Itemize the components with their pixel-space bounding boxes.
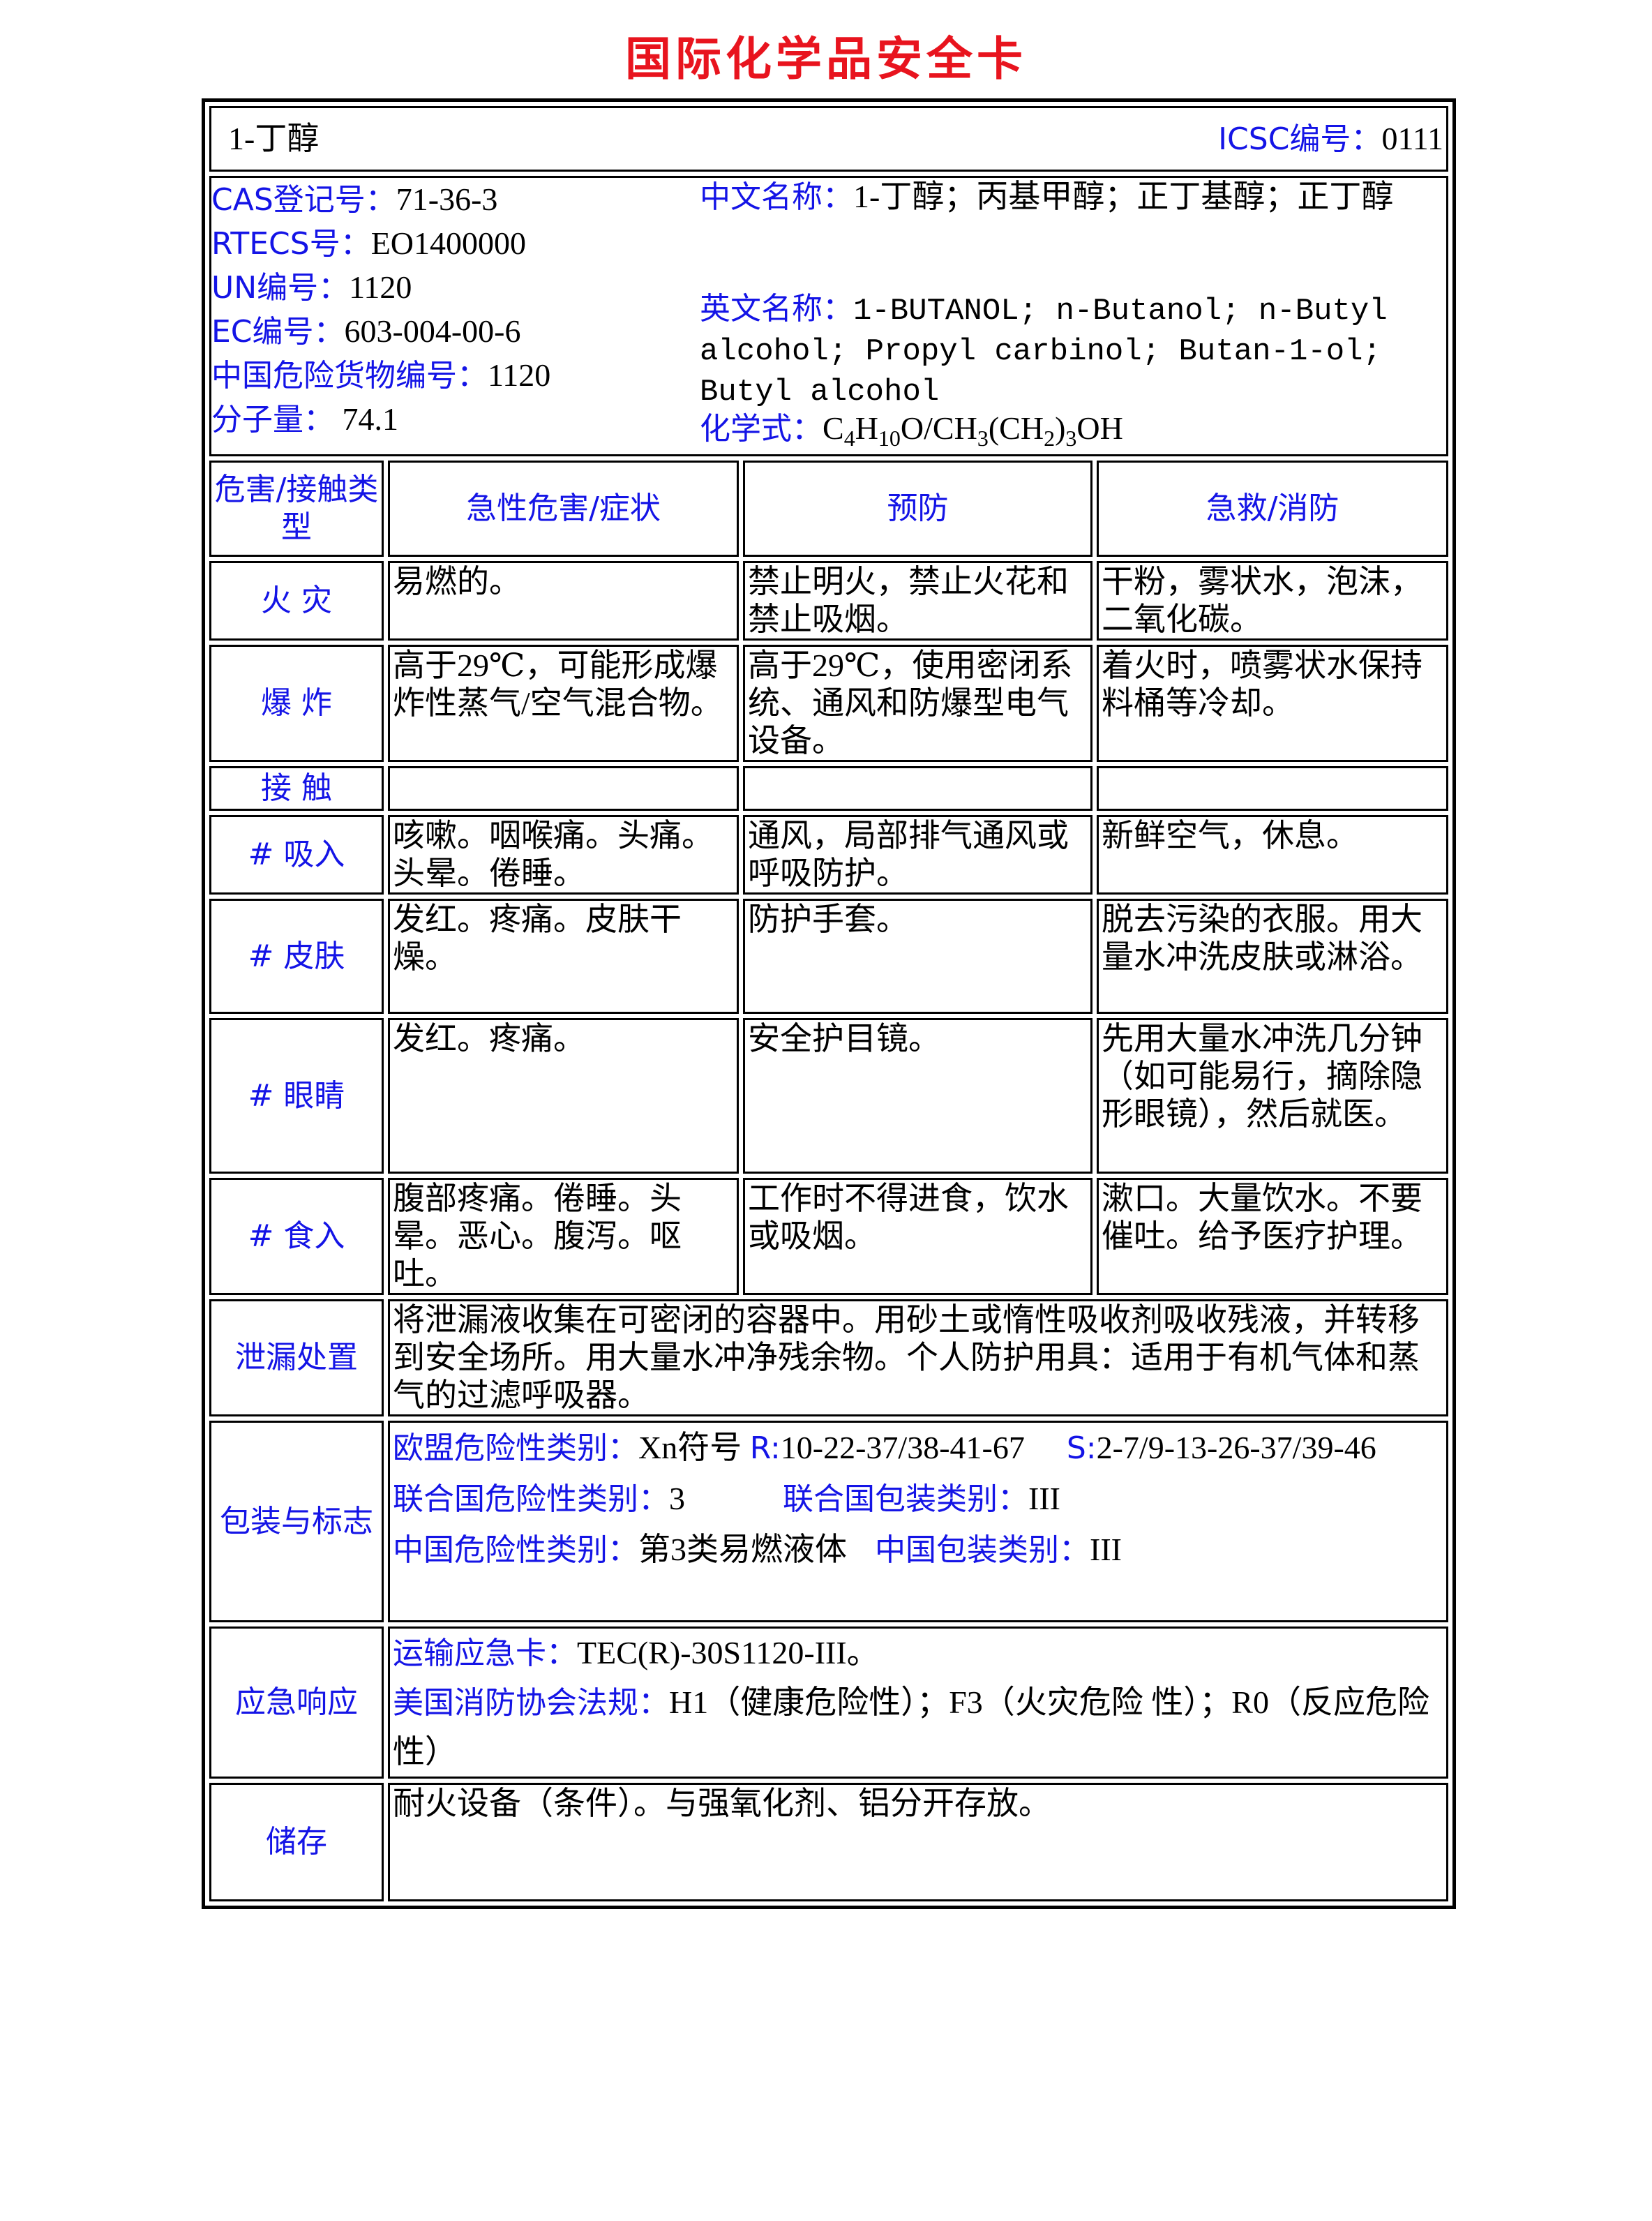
table-row: 火 灾易燃的。 禁止明火，禁止火花和禁止吸烟。 干粉，雾状水，泡沫，二氧化碳。 [209, 561, 1449, 641]
cn-name-label: 中文名称： [700, 179, 853, 215]
row-prevention: 防护手套。 [743, 899, 1092, 1014]
col-header-symptom: 急性危害/症状 [388, 461, 739, 557]
row-symptom: 易燃的。 [388, 561, 739, 641]
row-aid [1097, 766, 1449, 811]
icsc-label: ICSC编号： [1218, 121, 1382, 157]
cn-class: 第3类易燃液体 [638, 1532, 847, 1567]
col-header-type: 危害/接触类型 [209, 461, 384, 557]
row-prevention: 禁止明火，禁止火花和禁止吸烟。 [743, 561, 1092, 641]
table-row: 接 触 [209, 766, 1449, 811]
info-row: CAS登记号：71-36-3 RTECS号：EO1400000 UN编号：112… [209, 176, 1449, 456]
transport-card: TEC(R)-30S1120-III。 [577, 1635, 879, 1670]
identifiers: CAS登记号：71-36-3 RTECS号：EO1400000 UN编号：112… [211, 178, 700, 448]
un-class: 3 [669, 1481, 685, 1516]
formula-label: 化学式： [700, 411, 823, 447]
r-phrases: 10-22-37/38-41-67 [780, 1430, 1025, 1465]
table-row: # 眼睛 发红。疼痛。 安全护目镜。 先用大量水冲洗几分钟（如可能易行，摘除隐形眼镜）… [209, 1018, 1449, 1174]
safety-card-table: 1-丁醇 ICSC编号：0111 CAS登记号：71-36-3 RTECS号：E… [202, 98, 1457, 1909]
row-type: 接 触 [209, 766, 384, 811]
ec-value: 603-004-00-6 [344, 313, 521, 349]
cn-pack: III [1090, 1532, 1122, 1567]
row-type: 爆 炸 [209, 645, 384, 762]
row-type: # 吸入 [209, 815, 384, 895]
row-prevention: 安全护目镜。 [743, 1018, 1092, 1174]
formula-value: C4H10O/CH3(CH2)3OH [823, 410, 1123, 451]
row-symptom: 高于29℃，可能形成爆炸性蒸气/空气混合物。 [388, 645, 739, 762]
s-phrases: 2-7/9-13-26-37/39-46 [1096, 1430, 1376, 1465]
packaging-row: 包装与标志 欧盟危险性类别：Xn符号 R:10-22-37/38-41-67 S:… [209, 1421, 1449, 1622]
un-pack-label: 联合国包装类别： [783, 1481, 1028, 1517]
row-symptom [388, 766, 739, 811]
mw-value: 74.1 [342, 401, 399, 437]
chemical-name: 1-丁醇 [228, 120, 320, 156]
row-prevention [743, 766, 1092, 811]
un-value: 1120 [349, 269, 412, 305]
row-symptom: 咳嗽。咽喉痛。头痛。头晕。倦睡。 [388, 815, 739, 895]
row-prevention: 通风，局部排气通风或呼吸防护。 [743, 815, 1092, 895]
en-name-label: 英文名称： [700, 291, 853, 327]
row-aid: 着火时，喷雾状水保持料桶等冷却。 [1097, 645, 1449, 762]
spill-text: 将泄漏液收集在可密闭的容器中。用砂土或惰性吸收剂吸收残液，并转移到安全场所。用大… [388, 1299, 1449, 1416]
row-symptom: 发红。疼痛。 [388, 1018, 739, 1174]
s-label: S: [1066, 1430, 1097, 1466]
row-type: # 眼睛 [209, 1018, 384, 1174]
un-label: UN编号： [211, 270, 350, 306]
table-row: # 皮肤 发红。疼痛。皮肤干燥。 防护手套。 脱去污染的衣服。用大量水冲洗皮肤或淋浴。 [209, 899, 1449, 1014]
row-prevention: 工作时不得进食，饮水或吸烟。 [743, 1178, 1092, 1295]
r-label: R: [749, 1430, 781, 1466]
column-header-row: 危害/接触类型 急性危害/症状 预防 急救/消防 [209, 461, 1449, 557]
col-header-prevention: 预防 [743, 461, 1092, 557]
cn-class-label: 中国危险性类别： [393, 1532, 638, 1568]
emergency-row: 应急响应 运输应急卡：TEC(R)-30S1120-III。 美国消防协会法规：… [209, 1627, 1449, 1779]
names: 中文名称：1-丁醇；丙基甲醇；正丁基醇；正丁醇 英文名称：1-BUTANOL; … [700, 178, 1425, 451]
eu-class-label: 欧盟危险性类别： [393, 1430, 638, 1466]
eu-symbol: Xn符号 [638, 1430, 742, 1465]
row-prevention: 高于29℃，使用密闭系统、通风和防爆型电气设备。 [743, 645, 1092, 762]
storage-text: 耐火设备（条件）。与强氧化剂、铝分开存放。 [388, 1783, 1449, 1901]
table-row: # 食入 腹部疼痛。倦睡。头晕。恶心。腹泻。呕吐。 工作时不得进食，饮水或吸烟。 漱口… [209, 1178, 1449, 1295]
en-name-value: 1-BUTANOL; n-Butanol; n-Butyl alcohol; P… [700, 294, 1388, 410]
row-aid: 新鲜空气，休息。 [1097, 815, 1449, 895]
table-row: 爆 炸高于29℃，可能形成爆炸性蒸气/空气混合物。 高于29℃，使用密闭系统、通风… [209, 645, 1449, 762]
row-symptom: 发红。疼痛。皮肤干燥。 [388, 899, 739, 1014]
packaging-label: 包装与标志 [209, 1421, 384, 1622]
spill-row: 泄漏处置 将泄漏液收集在可密闭的容器中。用砂土或惰性吸收剂吸收残液，并转移到安全… [209, 1299, 1449, 1416]
row-aid: 干粉，雾状水，泡沫，二氧化碳。 [1097, 561, 1449, 641]
nfpa-value: H1（健康危险性）；F3（火灾危险 性）；R0（反应危险性） [393, 1684, 1429, 1770]
cn-dg-label: 中国危险货物编号： [211, 358, 488, 394]
row-type: # 食入 [209, 1178, 384, 1295]
col-header-aid: 急救/消防 [1097, 461, 1449, 557]
header-row: 1-丁醇 ICSC编号：0111 [209, 106, 1449, 172]
mw-label: 分子量： [211, 402, 334, 438]
row-type: # 皮肤 [209, 899, 384, 1014]
storage-row: 储存 耐火设备（条件）。与强氧化剂、铝分开存放。 [209, 1783, 1449, 1901]
row-type: 火 灾 [209, 561, 384, 641]
cas-label: CAS登记号： [211, 182, 396, 218]
cas-value: 71-36-3 [396, 181, 498, 217]
row-aid: 漱口。大量饮水。不要催吐。给予医疗护理。 [1097, 1178, 1449, 1295]
row-symptom: 腹部疼痛。倦睡。头晕。恶心。腹泻。呕吐。 [388, 1178, 739, 1295]
un-pack: III [1028, 1481, 1060, 1516]
storage-label: 储存 [209, 1783, 384, 1901]
cn-dg-value: 1120 [488, 357, 551, 393]
table-row: # 吸入 咳嗽。咽喉痛。头痛。头晕。倦睡。 通风，局部排气通风或呼吸防护。 新鲜空气，… [209, 815, 1449, 895]
un-class-label: 联合国危险性类别： [393, 1481, 669, 1517]
row-aid: 脱去污染的衣服。用大量水冲洗皮肤或淋浴。 [1097, 899, 1449, 1014]
rtecs-label: RTECS号： [211, 226, 371, 262]
transport-card-label: 运输应急卡： [393, 1636, 577, 1671]
row-aid: 先用大量水冲洗几分钟（如可能易行，摘除隐形眼镜），然后就医。 [1097, 1018, 1449, 1174]
emergency-label: 应急响应 [209, 1627, 384, 1779]
ec-label: EC编号： [211, 314, 345, 350]
page-title: 国际化学品安全卡 [625, 32, 1027, 86]
spill-label: 泄漏处置 [209, 1299, 384, 1416]
nfpa-label: 美国消防协会法规： [393, 1685, 669, 1721]
icsc-value: 0111 [1381, 120, 1444, 156]
cn-pack-label: 中国包装类别： [875, 1532, 1090, 1568]
rtecs-value: EO1400000 [370, 225, 527, 261]
cn-name-value: 1-丁醇；丙基甲醇；正丁基醇；正丁醇 [853, 179, 1394, 214]
